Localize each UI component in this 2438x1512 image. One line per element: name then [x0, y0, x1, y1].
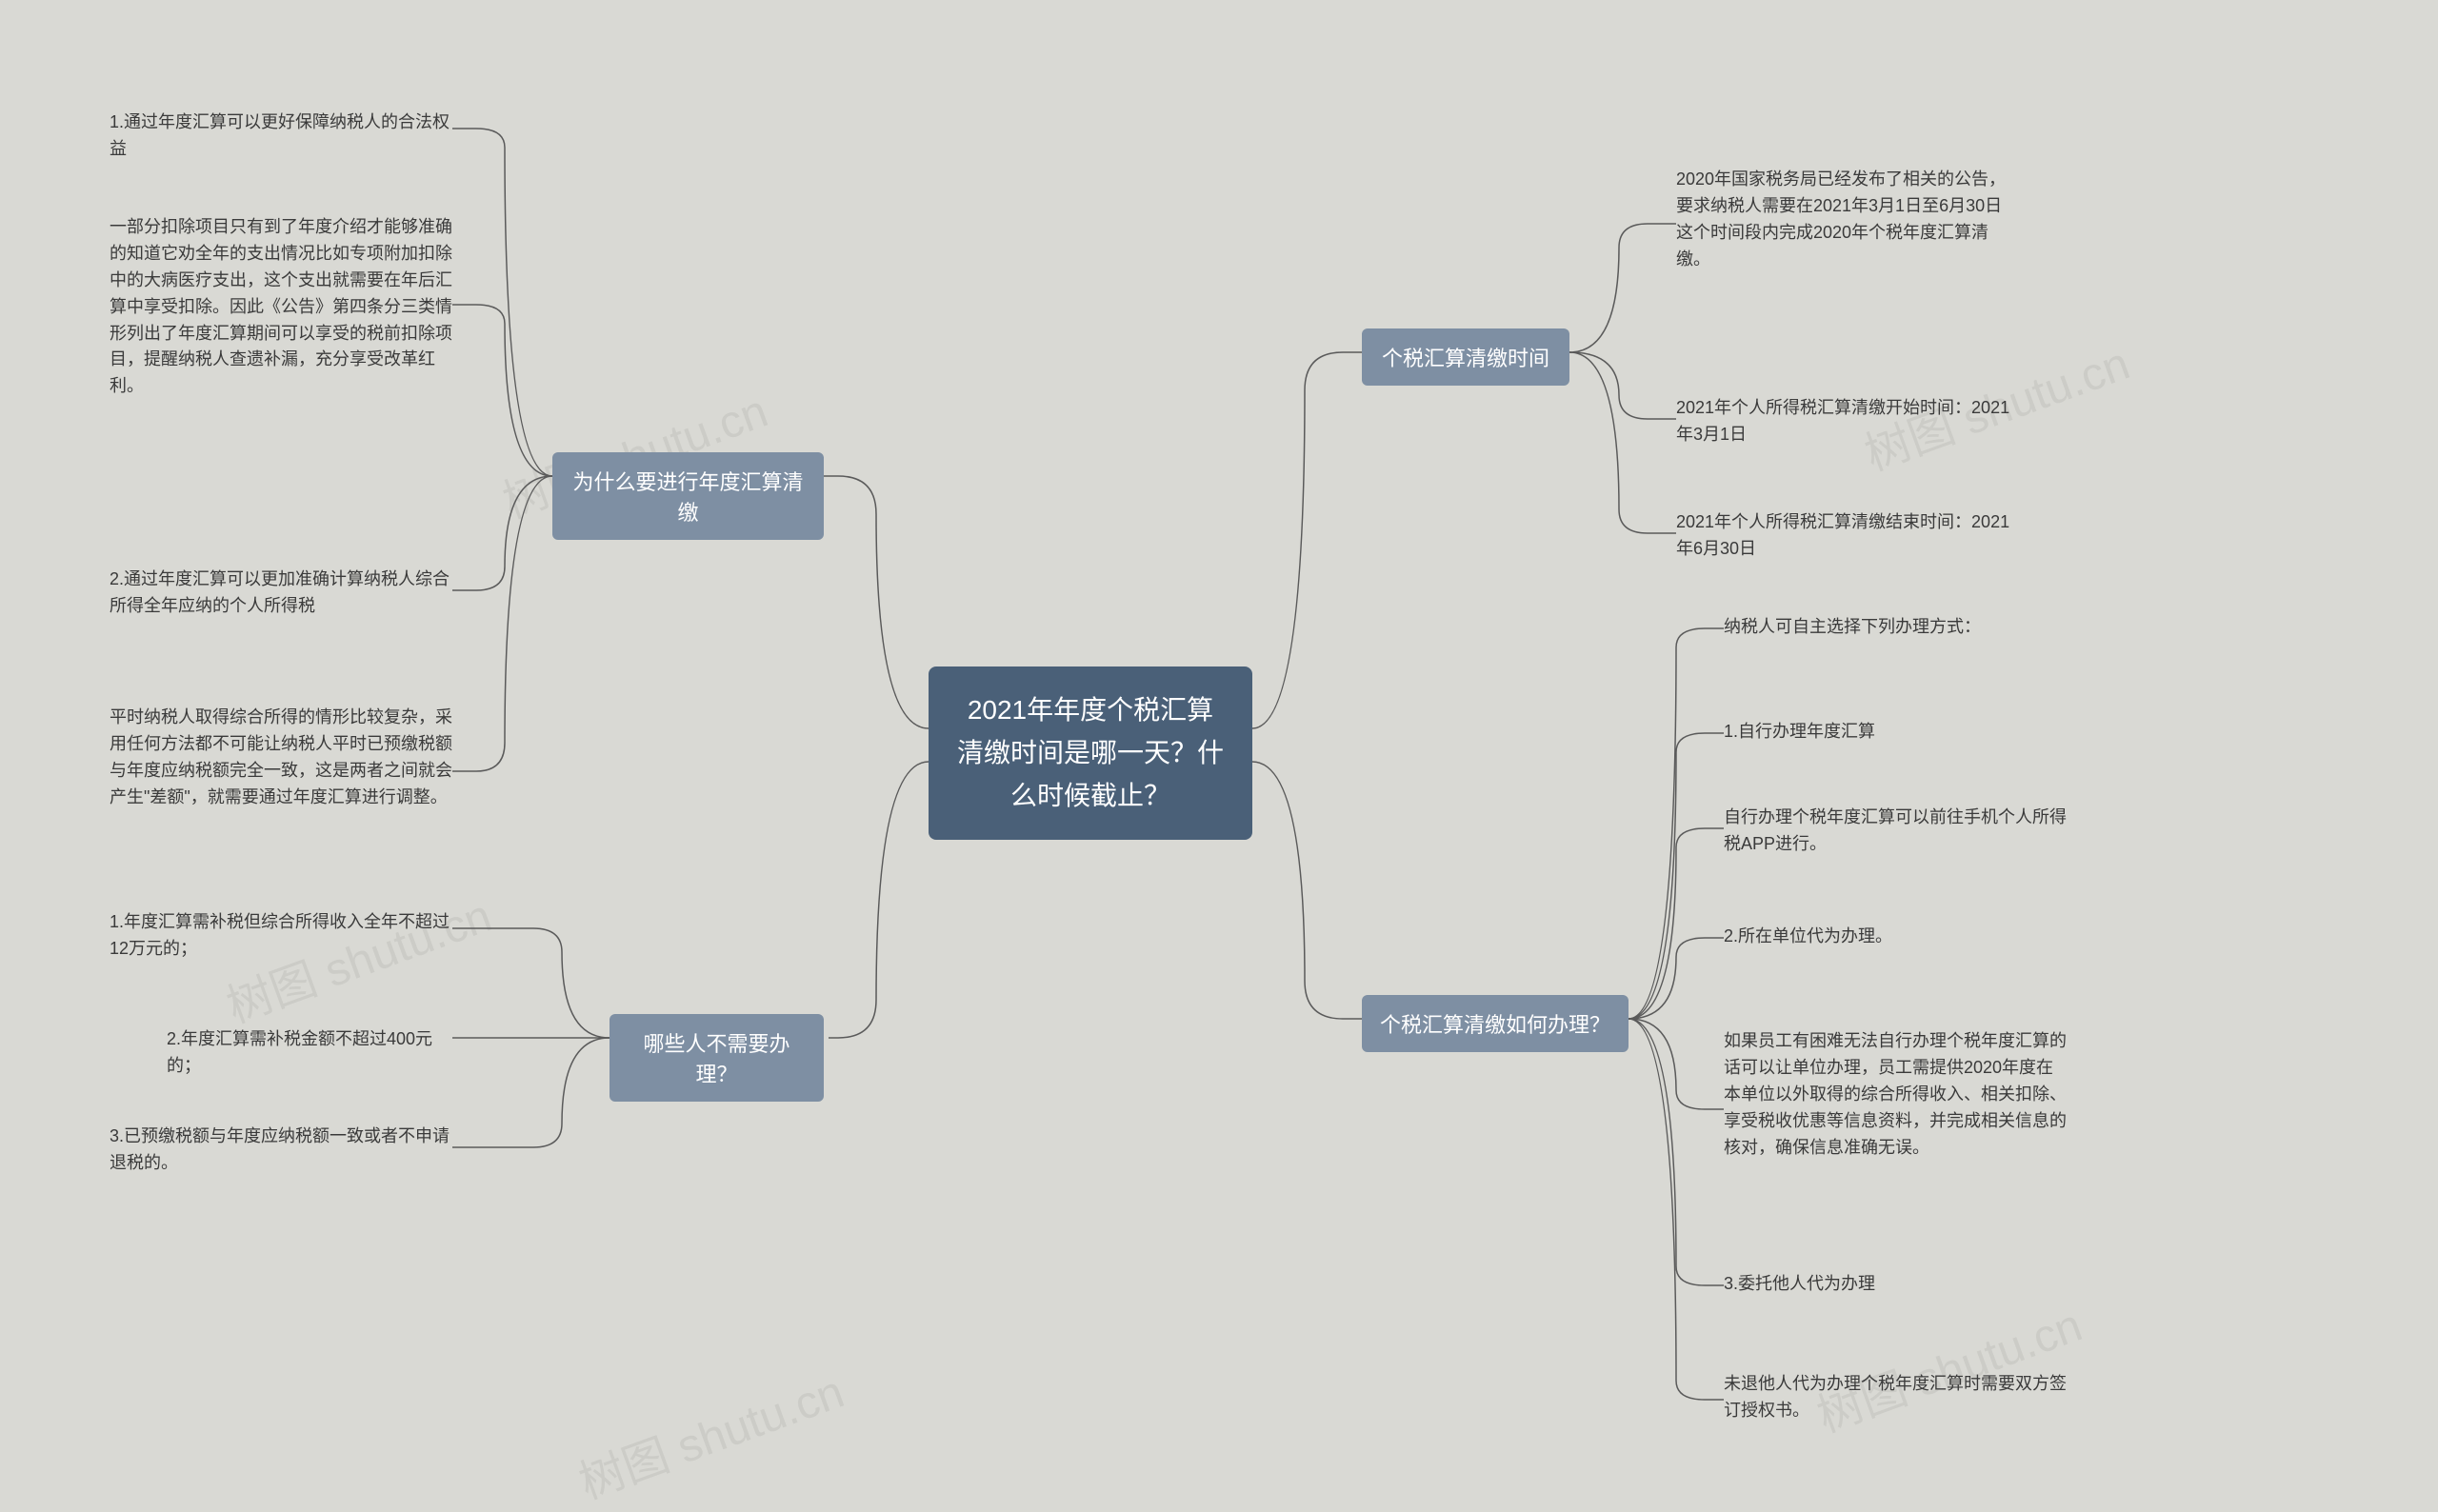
leaf-right-1-1: 2021年个人所得税汇算清缴开始时间：2021年3月1日: [1676, 395, 2019, 448]
branch-right-2: 个税汇算清缴如何办理？: [1362, 995, 1629, 1052]
leaf-right-2-5: 3.委托他人代为办理: [1724, 1271, 2067, 1298]
branch-left-2: 哪些人不需要办理？: [610, 1014, 824, 1102]
branch-left-1: 为什么要进行年度汇算清缴: [552, 452, 824, 540]
leaf-left-1-2: 2.通过年度汇算可以更加准确计算纳税人综合所得全年应纳的个人所得税: [110, 567, 452, 620]
leaf-right-2-4: 如果员工有困难无法自行办理个税年度汇算的话可以让单位办理，员工需提供2020年度…: [1724, 1028, 2067, 1161]
leaf-right-1-2: 2021年个人所得税汇算清缴结束时间：2021年6月30日: [1676, 509, 2019, 563]
leaf-right-2-0: 纳税人可自主选择下列办理方式：: [1724, 614, 2067, 641]
leaf-left-2-2: 3.已预缴税额与年度应纳税额一致或者不申请退税的。: [110, 1124, 452, 1177]
leaf-left-2-0: 1.年度汇算需补税但综合所得收入全年不超过12万元的；: [110, 909, 452, 963]
leaf-right-1-0: 2020年国家税务局已经发布了相关的公告，要求纳税人需要在2021年3月1日至6…: [1676, 167, 2019, 273]
leaf-right-2-6: 未退他人代为办理个税年度汇算时需要双方签订授权书。: [1724, 1371, 2067, 1424]
central-node: 2021年年度个税汇算清缴时间是哪一天？什么时候截止？: [929, 666, 1252, 840]
watermark: 树图 shutu.cn: [569, 1354, 851, 1511]
branch-right-1: 个税汇算清缴时间: [1362, 328, 1569, 386]
leaf-left-1-0: 1.通过年度汇算可以更好保障纳税人的合法权益: [110, 109, 452, 163]
leaf-right-2-1: 1.自行办理年度汇算: [1724, 719, 2067, 746]
leaf-right-2-3: 2.所在单位代为办理。: [1724, 924, 2067, 950]
leaf-left-2-1: 2.年度汇算需补税金额不超过400元的；: [167, 1026, 452, 1080]
leaf-left-1-1: 一部分扣除项目只有到了年度介绍才能够准确的知道它劝全年的支出情况比如专项附加扣除…: [110, 214, 452, 400]
leaf-left-1-3: 平时纳税人取得综合所得的情形比较复杂，采用任何方法都不可能让纳税人平时已预缴税额…: [110, 705, 452, 811]
leaf-right-2-2: 自行办理个税年度汇算可以前往手机个人所得税APP进行。: [1724, 805, 2067, 858]
